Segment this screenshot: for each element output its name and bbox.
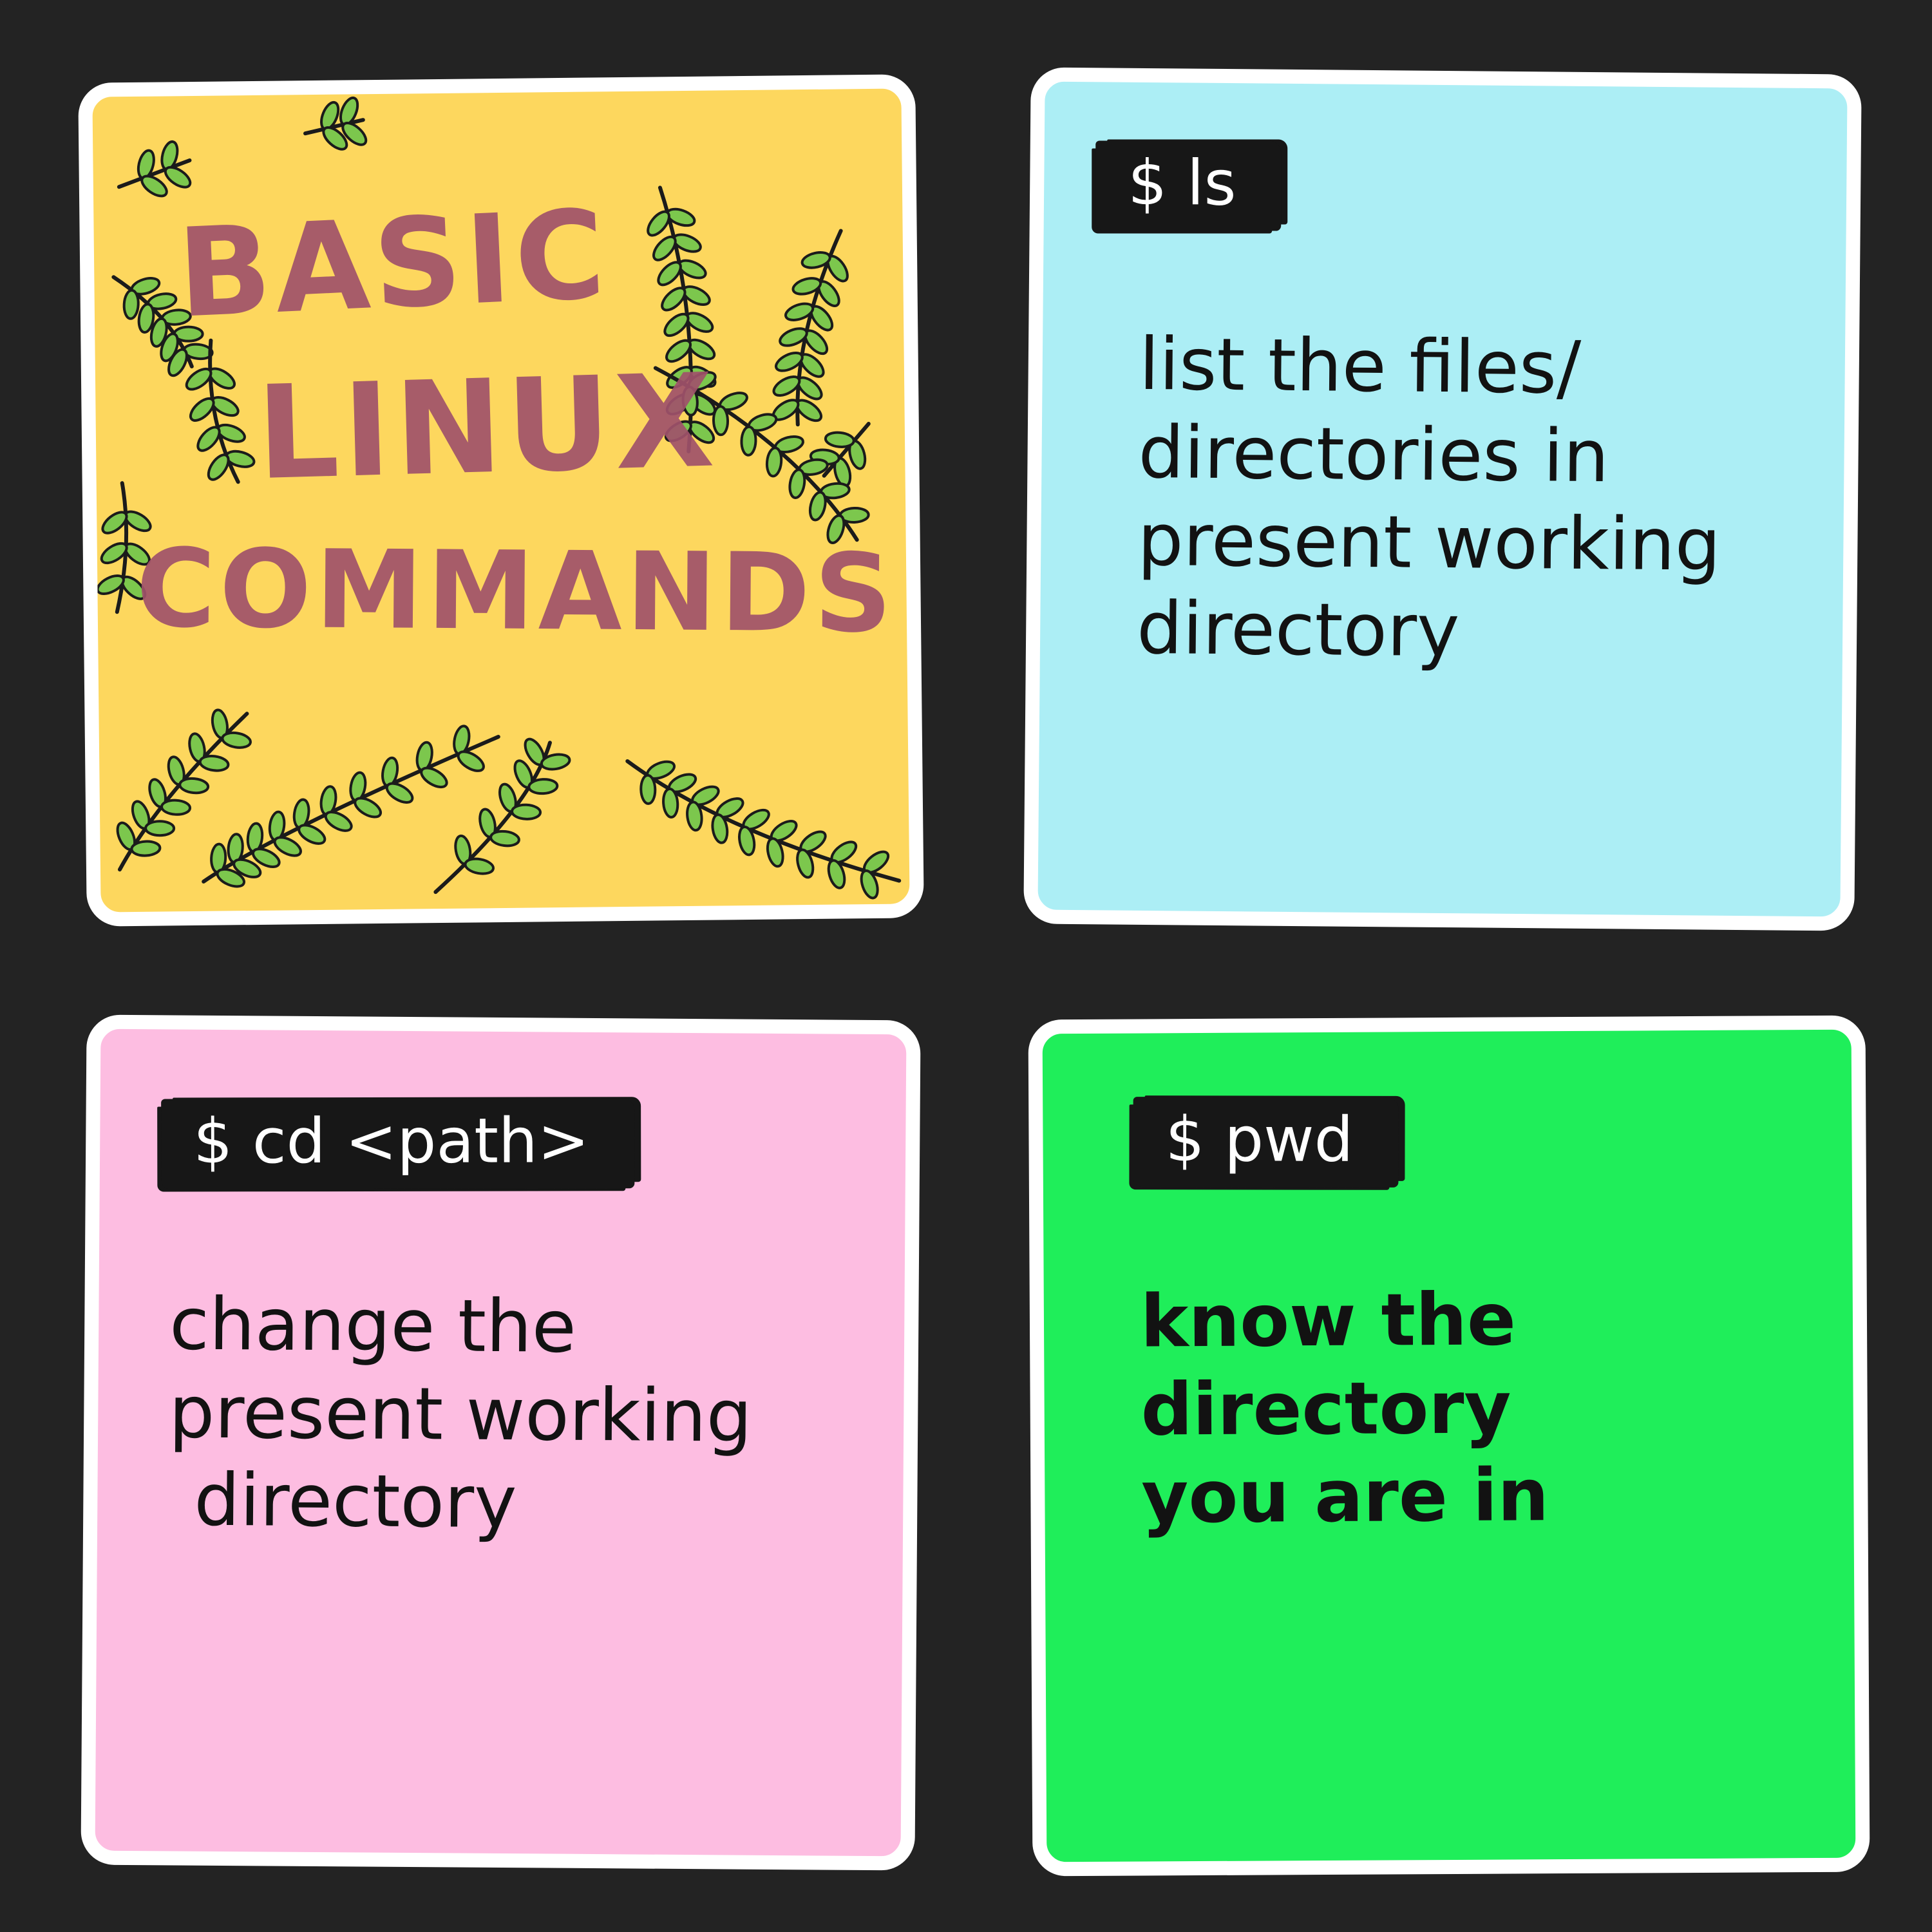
cd-description-line: present working [168,1370,753,1459]
pwd-command-card: $ pwd know the directory you are in [1028,1015,1870,1877]
ls-description-line: directories in [1138,410,1609,498]
pwd-command-label: $ pwd [1133,1097,1399,1188]
cd-description-line: change the [169,1282,577,1369]
cd-command-card: $ cd <path> change the present working d… [80,1014,921,1871]
ls-description-line: present working [1137,498,1721,588]
ls-command-label: $ ls [1095,140,1282,231]
pwd-description-line: you are in [1141,1454,1549,1540]
title-card: BASIC LINUX COMMANDS [78,74,924,927]
ls-description-line: directory [1136,586,1460,674]
pwd-description: know the directory you are in [1141,1276,1549,1542]
pwd-description-line: directory [1141,1366,1511,1452]
pwd-description-line: know the [1140,1278,1517,1364]
cd-description: change the present working directory [168,1280,753,1548]
cd-description-line: directory [193,1458,517,1545]
ls-command-card: $ ls list the files/ directories in pres… [1023,67,1862,931]
ls-description: list the files/ directories in present w… [1137,321,1723,677]
cd-command-label: $ cd <path> [161,1098,635,1189]
title-line-basic: BASIC [175,183,612,345]
title-line-commands: COMMANDS [135,525,896,657]
leaf-vines-icon [96,96,902,900]
title-line-linux: LINUX [254,346,720,509]
ls-description-line: list the files/ [1139,322,1582,410]
